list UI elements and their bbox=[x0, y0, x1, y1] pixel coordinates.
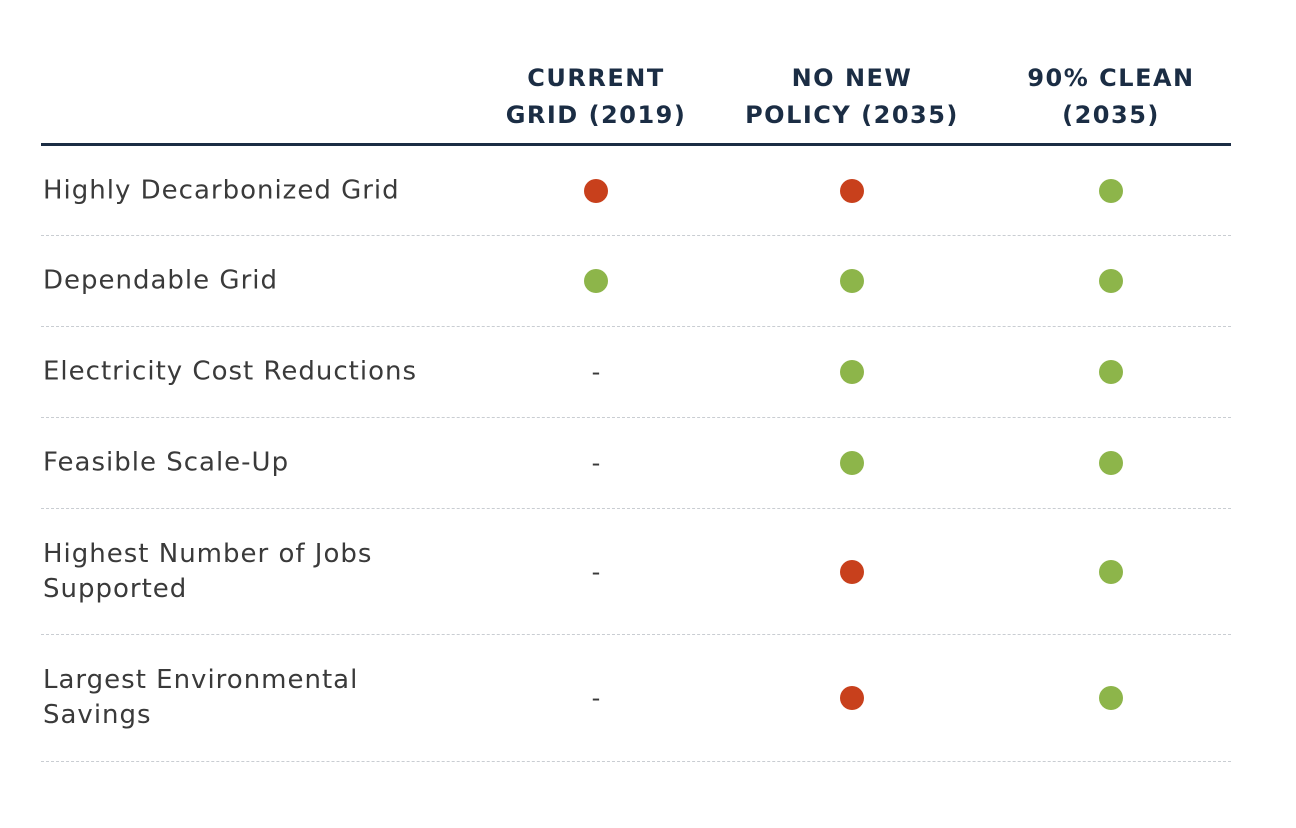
row-label-line: Highly Decarbonized Grid bbox=[43, 175, 400, 205]
table-row: Highest Number of Jobs Supported - bbox=[41, 509, 1231, 635]
table-cell: - bbox=[466, 451, 726, 475]
row-label: Highest Number of Jobs Supported bbox=[43, 537, 372, 607]
column-header-line: (2035) bbox=[1062, 101, 1160, 129]
row-label-line: Electricity Cost Reductions bbox=[43, 356, 418, 387]
table-cell bbox=[981, 451, 1241, 475]
comparison-table: CURRENT GRID (2019) NO NEW POLICY (2035) 90%… bbox=[41, 0, 1231, 762]
column-header-line: GRID (2019) bbox=[505, 101, 687, 129]
green-dot-icon bbox=[1099, 559, 1123, 584]
row-label: Highly Decarbonized Grid bbox=[43, 173, 400, 208]
table-cell: - bbox=[466, 560, 726, 584]
table-row: Dependable Grid bbox=[41, 236, 1231, 327]
table-cell bbox=[981, 178, 1241, 203]
table-cell bbox=[466, 178, 726, 203]
row-label-line: Supported bbox=[43, 573, 188, 604]
row-label: Electricity Cost Reductions bbox=[43, 355, 417, 390]
table-body: Highly Decarbonized Grid Dependable Grid E… bbox=[41, 146, 1231, 762]
green-dot-icon bbox=[584, 269, 608, 293]
dash-mark: - bbox=[591, 449, 601, 477]
row-label-line: Savings bbox=[43, 700, 152, 730]
dash-mark: - bbox=[591, 557, 601, 586]
column-header-2: NO NEW POLICY (2035) bbox=[722, 60, 982, 134]
table-cell: - bbox=[466, 686, 726, 710]
table-header: CURRENT GRID (2019) NO NEW POLICY (2035) 90%… bbox=[41, 0, 1231, 146]
table-row: Highly Decarbonized Grid bbox=[41, 146, 1231, 236]
table-cell bbox=[722, 178, 982, 203]
row-label-line: Highest Number of Jobs bbox=[43, 538, 373, 569]
table-row: Largest Environmental Savings - bbox=[41, 635, 1231, 762]
green-dot-icon bbox=[840, 360, 864, 384]
column-header-line: NO NEW bbox=[791, 64, 913, 92]
green-dot-icon bbox=[840, 269, 864, 293]
table-row: Electricity Cost Reductions - bbox=[41, 327, 1231, 418]
table-cell bbox=[981, 686, 1241, 710]
red-dot-icon bbox=[584, 178, 608, 203]
table-cell bbox=[466, 269, 726, 293]
green-dot-icon bbox=[1099, 686, 1123, 710]
column-header-line: CURRENT bbox=[527, 64, 665, 92]
dash-mark: - bbox=[591, 684, 601, 712]
column-header-line: POLICY (2035) bbox=[745, 101, 959, 129]
row-label: Dependable Grid bbox=[43, 264, 278, 299]
table-cell bbox=[981, 269, 1241, 293]
dash-mark: - bbox=[591, 358, 601, 386]
table-cell bbox=[722, 269, 982, 293]
column-header-line: 90% CLEAN bbox=[1027, 64, 1195, 92]
row-label: Feasible Scale-Up bbox=[43, 446, 289, 481]
column-header-3: 90% CLEAN (2035) bbox=[981, 60, 1241, 134]
column-header-1: CURRENT GRID (2019) bbox=[466, 60, 726, 134]
table-cell bbox=[722, 451, 982, 475]
green-dot-icon bbox=[1099, 451, 1123, 475]
table-cell bbox=[722, 360, 982, 384]
table-cell: - bbox=[466, 360, 726, 384]
table-cell bbox=[981, 559, 1241, 584]
green-dot-icon bbox=[840, 451, 864, 475]
green-dot-icon bbox=[1099, 360, 1123, 384]
table-cell bbox=[722, 559, 982, 584]
green-dot-icon bbox=[1099, 269, 1123, 293]
table-cell bbox=[722, 686, 982, 710]
row-label: Largest Environmental Savings bbox=[43, 663, 358, 733]
row-label-line: Dependable Grid bbox=[43, 265, 278, 296]
red-dot-icon bbox=[840, 559, 864, 584]
green-dot-icon bbox=[1099, 178, 1123, 203]
table-cell bbox=[981, 360, 1241, 384]
red-dot-icon bbox=[840, 178, 864, 203]
red-dot-icon bbox=[840, 686, 864, 710]
row-label-line: Largest Environmental bbox=[43, 665, 359, 695]
table-row: Feasible Scale-Up - bbox=[41, 418, 1231, 509]
row-label-line: Feasible Scale-Up bbox=[43, 447, 290, 478]
